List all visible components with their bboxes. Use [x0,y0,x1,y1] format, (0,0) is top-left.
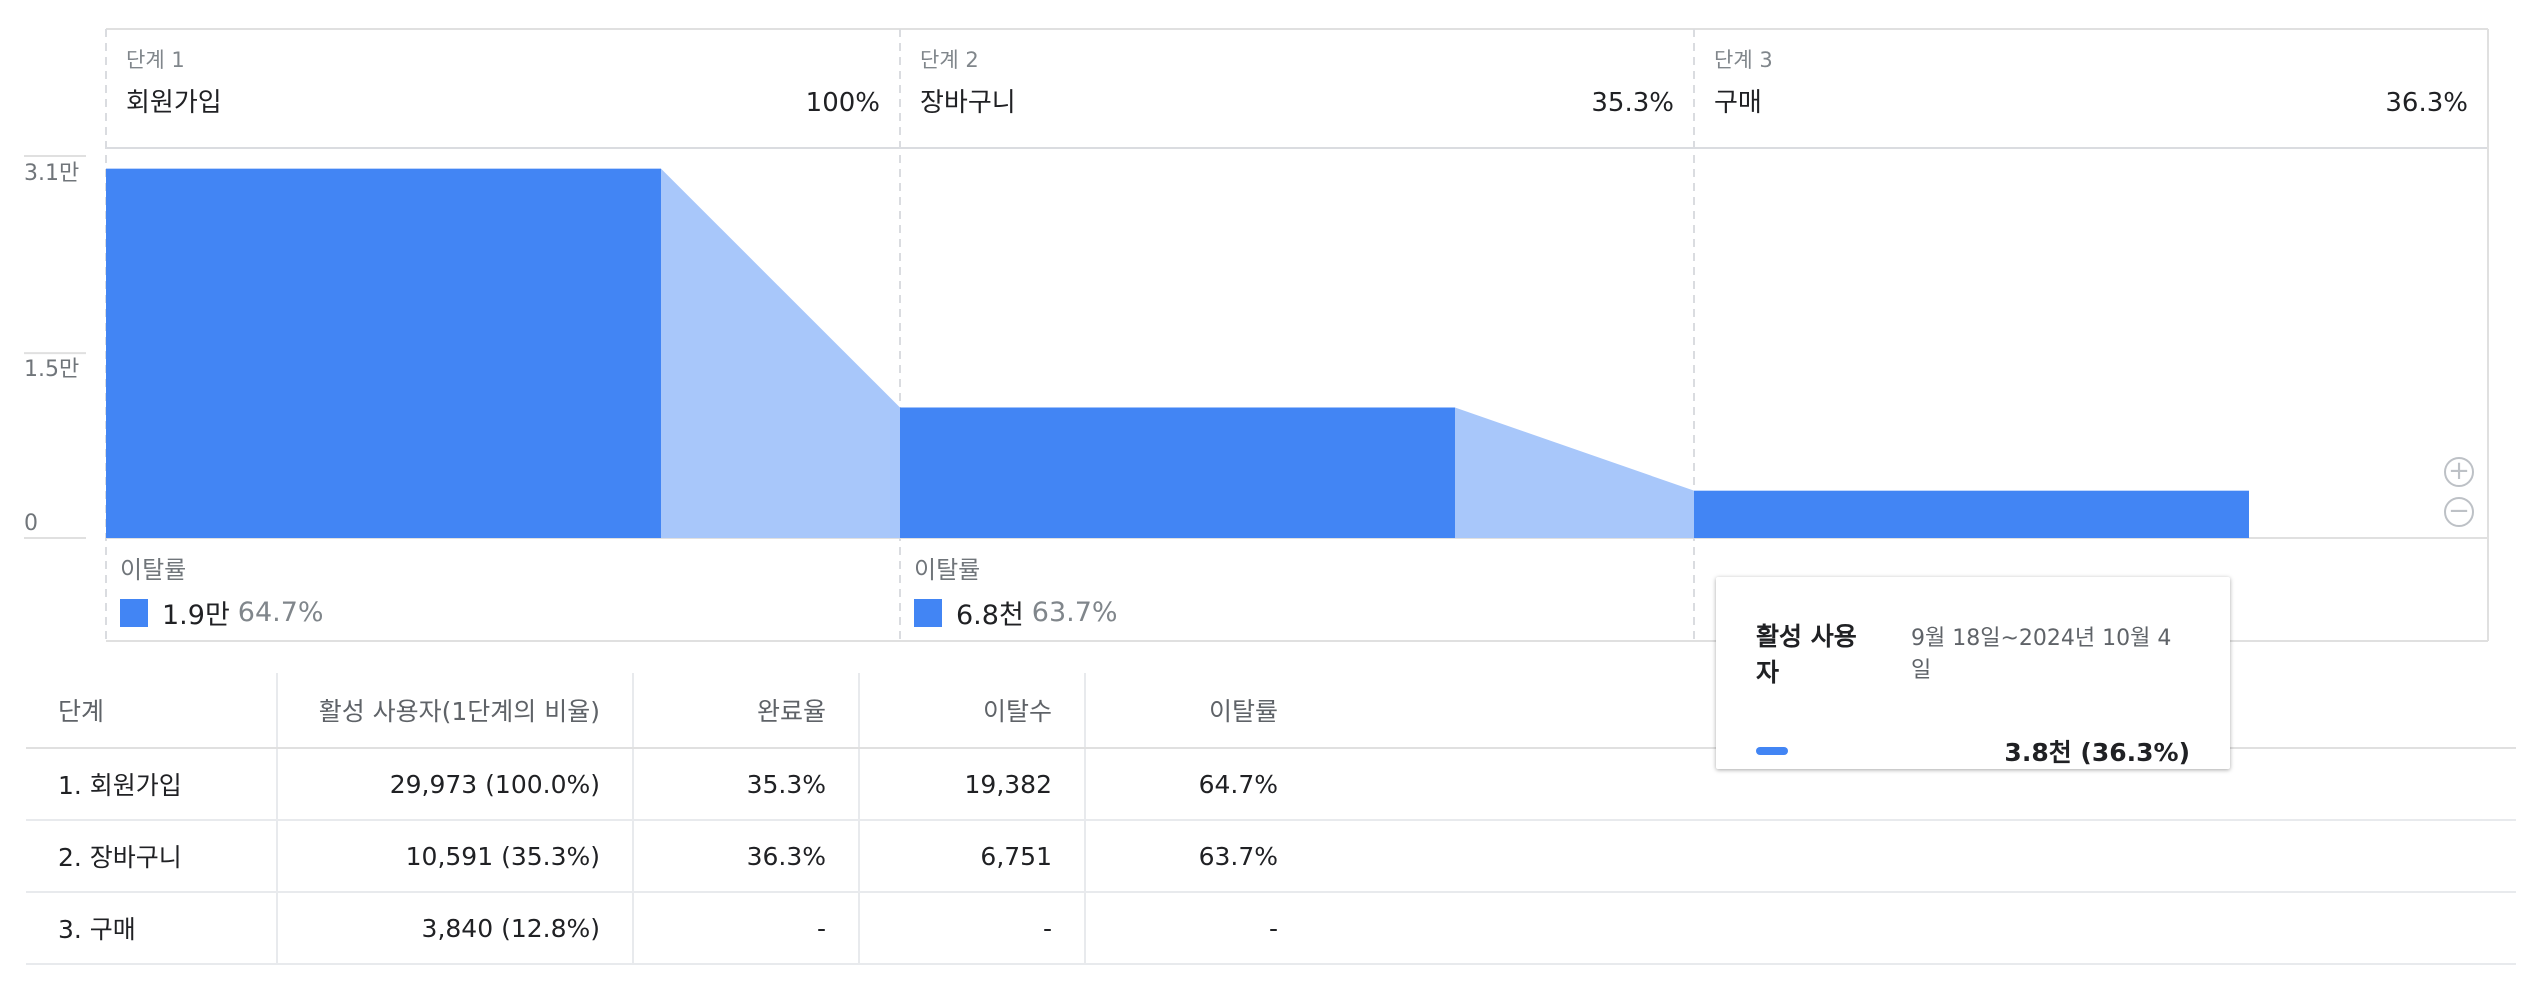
cell-filler [1310,892,2516,965]
column-header-dropoff-rate[interactable]: 이탈률 [1084,673,1310,749]
dropout-label: 이탈률 [914,556,981,584]
dropout-label: 이탈률 [120,556,187,584]
step-header-3[interactable]: 단계 3 구매 36.3% [1694,30,2488,140]
tooltip-date-range: 9월 18일~2024년 10월 4일 [1911,626,2172,683]
cell-dropoff-rate: - [1084,892,1310,965]
step-number: 단계 1 [126,48,185,72]
cell-step: 2. 장바구니 [26,820,278,893]
tooltip-value: 3.8천 (36.3%) [2004,738,2190,767]
step-percent: 35.3% [1591,88,1674,118]
funnel-bar [1694,490,2249,538]
cell-dropoffs: 6,751 [858,820,1085,893]
cell-completion: 36.3% [632,820,859,893]
legend-swatch [914,598,942,627]
y-tick-label: 0 [24,511,38,536]
funnel-bar [900,407,1455,538]
dropout-count: 1.9만 [162,600,230,631]
step-name: 장바구니 [920,88,1016,118]
step-percent: 100% [805,88,880,118]
tooltip-title: 활성 사용자 [1756,622,1857,687]
cell-users: 3,840 (12.8%) [277,892,634,965]
cell-step: 3. 구매 [26,892,278,965]
y-tick-label: 3.1만 [24,161,80,186]
column-header-step[interactable]: 단계 [26,673,278,749]
column-header-dropoffs[interactable]: 이탈수 [858,673,1085,749]
dropout-summary-2: 이탈률 6.8천 63.7% [914,550,1118,632]
table-row: 2. 장바구니 10,591 (35.3%) 36.3% 6,751 63.7% [26,820,2516,893]
cell-filler [1310,820,2516,893]
funnel-dropoff-area [661,168,900,539]
step-name: 회원가입 [126,88,222,118]
step-number: 단계 2 [920,48,979,72]
hover-tooltip: 활성 사용자 9월 18일~2024년 10월 4일 3.8천 (36.3%) [1716,577,2230,769]
table-row: 3. 구매 3,840 (12.8%) - - - [26,892,2516,965]
funnel-chart-svg [24,28,2489,642]
dropout-rate: 64.7% [237,597,324,628]
column-header-users[interactable]: 활성 사용자(1단계의 비율) [277,673,634,749]
funnel-bar [106,168,661,539]
funnel-dropoff-area [1455,407,1694,538]
cell-dropoffs: 19,382 [858,748,1085,821]
cell-step: 1. 회원가입 [26,748,278,821]
zoom-in-icon[interactable]: + [2444,457,2474,487]
funnel-chart: 3.1만 1.5만 0 단계 1 회원가입 100% 단계 2 장바구니 35.… [24,28,2489,642]
cell-users: 10,591 (35.3%) [277,820,634,893]
tooltip-series-swatch [1756,747,1788,755]
zoom-out-icon[interactable]: − [2444,497,2474,527]
step-name: 구매 [1714,88,1762,118]
cell-completion: - [632,892,859,965]
cell-users: 29,973 (100.0%) [277,748,634,821]
y-tick-label: 1.5만 [24,357,80,382]
dropout-rate: 63.7% [1031,597,1118,628]
cell-dropoffs: - [858,892,1085,965]
dropout-summary-1: 이탈률 1.9만 64.7% [120,550,324,632]
legend-swatch [120,598,148,627]
cell-dropoff-rate: 63.7% [1084,820,1310,893]
table-header-row: 단계 활성 사용자(1단계의 비율) 완료율 이탈수 이탈률 [26,673,2516,749]
table-row: 1. 회원가입 29,973 (100.0%) 35.3% 19,382 64.… [26,748,2516,821]
column-header-completion[interactable]: 완료율 [632,673,859,749]
cell-dropoff-rate: 64.7% [1084,748,1310,821]
step-header-2[interactable]: 단계 2 장바구니 35.3% [900,30,1694,140]
dropout-count: 6.8천 [956,600,1024,631]
funnel-data-table: 단계 활성 사용자(1단계의 비율) 완료율 이탈수 이탈률 1. 회원가입 2… [26,673,2516,965]
step-header-1[interactable]: 단계 1 회원가입 100% [106,30,900,140]
step-number: 단계 3 [1714,48,1773,72]
step-percent: 36.3% [2385,88,2468,118]
cell-completion: 35.3% [632,748,859,821]
